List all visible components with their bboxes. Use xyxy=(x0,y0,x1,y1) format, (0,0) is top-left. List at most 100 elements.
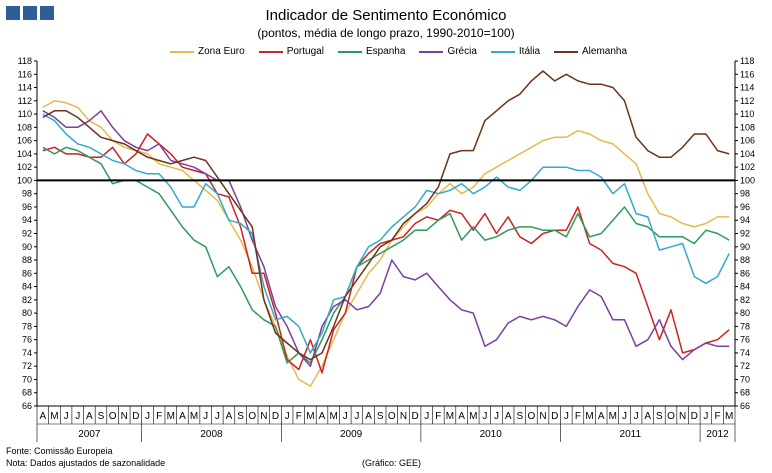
y-tick-label-right: 66 xyxy=(740,401,750,411)
legend-item: Zona Euro xyxy=(170,46,245,57)
month-label: A xyxy=(179,411,186,422)
y-tick-label-left: 86 xyxy=(22,268,32,278)
y-tick-label-right: 90 xyxy=(740,242,750,252)
y-tick-label-left: 106 xyxy=(17,136,32,146)
year-label: 2009 xyxy=(340,429,363,440)
chart-subtitle: (pontos, média de longo prazo, 1990-2010… xyxy=(257,26,515,40)
y-tick-label-right: 86 xyxy=(740,268,750,278)
month-label: F xyxy=(156,411,162,422)
month-label: J xyxy=(564,411,569,422)
legend-swatch xyxy=(337,50,362,53)
legend-item: Portugal xyxy=(258,46,324,57)
year-label: 2010 xyxy=(480,429,503,440)
month-label: O xyxy=(667,411,675,422)
y-tick-label-right: 76 xyxy=(740,335,750,345)
y-tick-label-right: 114 xyxy=(740,83,754,93)
y-tick-label-left: 68 xyxy=(22,388,32,398)
month-label: J xyxy=(634,411,639,422)
chart-legend: Zona Euro Portugal Espanha Grécia Itália Alem… xyxy=(170,46,641,57)
series-line-grcia xyxy=(42,110,730,367)
month-label: J xyxy=(145,411,150,422)
y-tick-label-left: 112 xyxy=(18,96,32,106)
y-tick-label-left: 84 xyxy=(22,282,32,292)
month-label: J xyxy=(75,411,80,422)
y-tick-label-left: 70 xyxy=(22,374,32,384)
y-tick-label-left: 78 xyxy=(22,321,32,331)
y-tick-label-right: 104 xyxy=(740,149,755,159)
month-label: J xyxy=(622,411,627,422)
month-label: D xyxy=(551,411,558,422)
y-tick-label-right: 96 xyxy=(740,202,750,212)
y-tick-label-left: 66 xyxy=(22,401,32,411)
y-tick-label-right: 116 xyxy=(740,69,754,79)
month-label: N xyxy=(679,411,686,422)
month-label: A xyxy=(458,411,465,422)
y-tick-label-right: 74 xyxy=(740,348,750,358)
year-label: 2007 xyxy=(78,429,101,440)
month-label: J xyxy=(494,411,499,422)
y-tick-label-left: 102 xyxy=(17,162,32,172)
y-tick-label-right: 118 xyxy=(740,56,754,66)
y-tick-label-left: 96 xyxy=(22,202,32,212)
y-tick-label-left: 74 xyxy=(22,348,32,358)
month-label: M xyxy=(167,411,175,422)
month-label: A xyxy=(226,411,233,422)
legend-item: Grécia xyxy=(419,46,477,57)
month-label: A xyxy=(86,411,93,422)
year-label: 2011 xyxy=(620,429,642,440)
y-tick-label-right: 72 xyxy=(740,361,750,371)
year-label: 2012 xyxy=(706,429,729,440)
month-label: S xyxy=(377,411,384,422)
month-label: D xyxy=(691,411,698,422)
y-tick-label-left: 108 xyxy=(17,122,32,132)
y-tick-label-left: 94 xyxy=(22,215,32,225)
y-tick-label-right: 106 xyxy=(740,136,755,146)
y-tick-label-left: 100 xyxy=(17,175,32,185)
month-label: M xyxy=(329,411,337,422)
y-tick-label-left: 72 xyxy=(22,361,32,371)
month-label: F xyxy=(575,411,581,422)
month-label: S xyxy=(98,411,105,422)
legend-swatch xyxy=(419,50,444,53)
adjustment-note: Nota: Dados ajustados de sazonalidade xyxy=(6,458,166,468)
y-tick-label-right: 94 xyxy=(740,215,750,225)
y-tick-label-right: 100 xyxy=(740,175,755,185)
legend-item: Alemanha xyxy=(554,46,627,57)
month-label: O xyxy=(109,411,117,422)
month-label: J xyxy=(64,411,69,422)
month-label: J xyxy=(343,411,348,422)
month-label: J xyxy=(703,411,708,422)
month-label: M xyxy=(446,411,454,422)
y-tick-label-right: 92 xyxy=(740,229,750,239)
legend-swatch xyxy=(258,50,283,53)
month-label: J xyxy=(354,411,359,422)
legend-label: Espanha xyxy=(365,46,406,57)
source-note: Fonte: Comissão Europeia xyxy=(6,446,113,456)
y-tick-label-left: 110 xyxy=(18,109,32,119)
month-label: J xyxy=(424,411,429,422)
month-label: A xyxy=(365,411,372,422)
y-tick-label-right: 98 xyxy=(740,189,750,199)
legend-label: Grécia xyxy=(447,46,477,57)
logo-square xyxy=(6,6,20,20)
month-label: O xyxy=(248,411,256,422)
month-label: A xyxy=(39,411,46,422)
y-tick-label-left: 92 xyxy=(22,229,32,239)
y-tick-label-left: 104 xyxy=(17,149,32,159)
y-tick-label-left: 80 xyxy=(22,308,32,318)
month-label: M xyxy=(585,411,593,422)
month-label: O xyxy=(528,411,536,422)
month-label: A xyxy=(598,411,605,422)
y-tick-label-right: 84 xyxy=(740,282,750,292)
month-label: M xyxy=(190,411,198,422)
month-label: M xyxy=(469,411,477,422)
month-label: D xyxy=(272,411,279,422)
month-label: N xyxy=(121,411,128,422)
legend-swatch xyxy=(170,50,194,53)
month-label: A xyxy=(644,411,651,422)
month-label: A xyxy=(505,411,512,422)
y-tick-label-right: 78 xyxy=(740,321,750,331)
legend-swatch xyxy=(490,50,515,53)
legend-label: Alemanha xyxy=(582,46,628,57)
